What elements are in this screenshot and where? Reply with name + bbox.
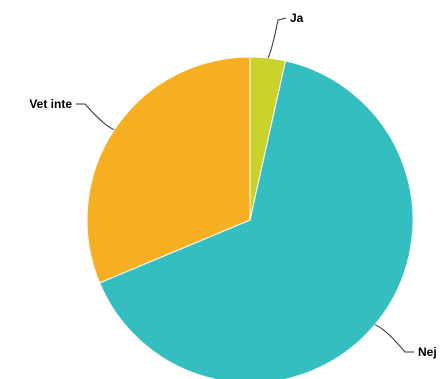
slice-label-nej: Nej — [418, 345, 437, 359]
leader-line-nej — [374, 324, 414, 353]
pie-slice-vet-inte — [86, 56, 251, 284]
slice-label-vet-inte: Vet inte — [29, 97, 72, 111]
pie-slice-nej — [98, 60, 414, 379]
pie-slices — [86, 56, 414, 379]
slice-label-ja: Ja — [290, 11, 304, 25]
leader-line-vet-inte — [76, 103, 115, 131]
pie-labels: Ja Nej Vet inte — [29, 11, 436, 359]
leader-line-ja — [267, 17, 287, 59]
